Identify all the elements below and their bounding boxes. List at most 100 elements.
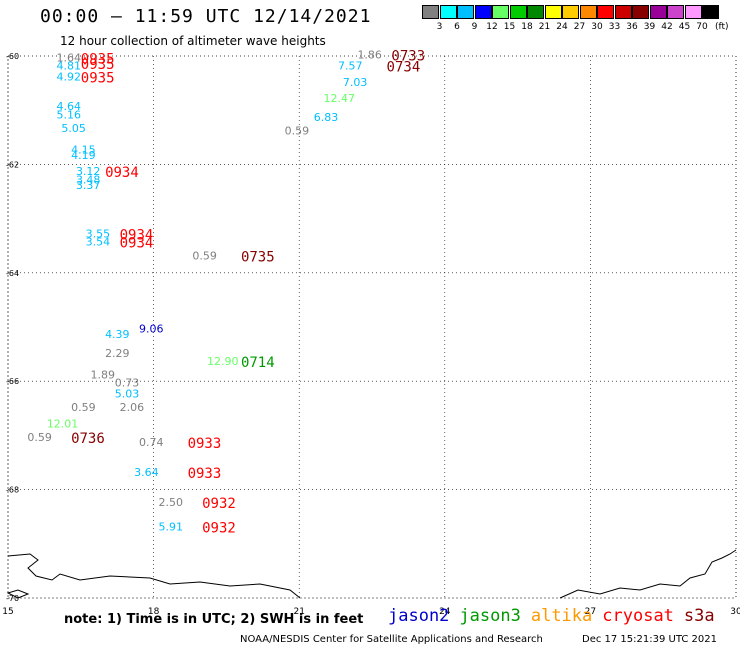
wave-height-label: 5.16 (57, 108, 82, 121)
wave-height-label: 1.89 (91, 368, 116, 381)
color-swatch (614, 5, 632, 19)
axis-tick-labels: 15 18 21 24 27 30 -60 -62 -64 -66 -68 -70 (2, 52, 740, 617)
y-tick-label-0: -60 (6, 52, 19, 61)
pass-time-label: 0934 (120, 228, 154, 244)
wave-height-label: 7.57 (338, 60, 363, 73)
wave-height-label: 4.64 (57, 100, 82, 113)
wave-height-label: 1.64 (57, 51, 82, 64)
pass-time-label: 0935 (81, 70, 115, 86)
wave-height-label: 12.47 (323, 92, 355, 105)
x-tick-label-1: 18 (148, 607, 160, 617)
color-scale-label: 15 (503, 22, 516, 32)
y-tick-label-1: -62 (6, 160, 19, 169)
pass-time-label: 0934 (105, 165, 139, 181)
pass-time-label: 0734 (387, 60, 421, 76)
coastline-west (7, 553, 301, 599)
wave-height-label: 12.01 (47, 417, 79, 430)
color-scale-label: 18 (521, 22, 533, 32)
wave-height-label: 1.86 (357, 49, 382, 62)
coastline (6, 549, 737, 599)
color-scale-label: 21 (538, 22, 551, 32)
color-swatch (544, 5, 562, 19)
wave-height-label: 2.50 (158, 496, 183, 509)
pass-time-label: 0736 (71, 431, 105, 447)
y-tick-label-4: -68 (6, 486, 19, 495)
color-swatch (649, 5, 667, 19)
color-swatch (492, 5, 509, 19)
wave-height-label: 2.06 (120, 401, 145, 414)
x-tick-label-0: 15 (2, 607, 13, 617)
color-scale-label: 70 (696, 22, 708, 32)
pass-time-label: 0932 (202, 520, 236, 536)
color-swatch (702, 5, 719, 19)
pass-time-label: 0934 (120, 236, 154, 252)
color-swatch (597, 5, 614, 19)
pass-time-label: 0935 (81, 51, 115, 67)
grid-lines (7, 55, 737, 599)
wave-height-label: 4.39 (105, 328, 130, 341)
color-swatch (684, 5, 702, 19)
color-scale-label: 39 (643, 22, 656, 32)
x-tick-label-3: 24 (439, 607, 451, 617)
wave-height-label: 0.59 (27, 431, 52, 444)
color-scale-label: 33 (608, 22, 621, 32)
color-swatch (562, 5, 579, 19)
pass-time-label: 0733 (391, 49, 425, 65)
color-swatch (439, 5, 457, 19)
data-labels: 1.644.814.92 4.645.165.05 4.154.19 3.123.48… (27, 49, 425, 537)
color-swatch (579, 5, 597, 19)
chart-title: 00:00 – 11:59 UTC 12/14/2021 (40, 6, 372, 27)
pass-time-label: 0933 (188, 436, 222, 452)
mission-jason2: jason2 (388, 606, 450, 626)
wave-height-label: 2.29 (105, 347, 130, 360)
pass-time-label: 0932 (202, 496, 236, 512)
wave-height-label: 3.37 (76, 179, 101, 192)
plot-frame (7, 55, 737, 599)
color-scale-label: 24 (556, 22, 568, 32)
wave-height-label: 6.83 (314, 111, 339, 124)
footer-timestamp: Dec 17 15:21:39 UTC 2021 (582, 634, 717, 645)
color-swatch (632, 5, 649, 19)
color-scale-label: 3 (436, 22, 443, 32)
color-scale-label: 27 (573, 22, 586, 32)
color-swatch (474, 5, 492, 19)
wave-height-label: 0.59 (192, 249, 217, 262)
wave-height-label: 4.15 (71, 144, 96, 157)
wave-height-label: 5.03 (115, 387, 140, 400)
y-tick-label-5: -70 (6, 594, 19, 603)
color-scale-label: 6 (454, 22, 460, 32)
pass-time-label: 0933 (188, 466, 222, 482)
mission-jason3: jason3 (459, 606, 521, 626)
color-scale-label: 45 (678, 22, 691, 32)
wave-height-label: 0.59 (285, 125, 310, 138)
wave-height-label: 3.54 (86, 236, 111, 249)
footer-credit: NOAA/NESDIS Center for Satellite Applica… (240, 634, 543, 645)
color-swatch (422, 5, 439, 19)
wave-height-label: 0.59 (71, 401, 96, 414)
color-scale-unit: (ft) (715, 22, 729, 32)
chart-subtitle: 12 hour collection of altimeter wave hei… (60, 34, 326, 48)
color-scale-label: 30 (591, 22, 603, 32)
wave-height-label: 5.91 (158, 520, 183, 533)
wave-height-label: 4.92 (57, 70, 82, 83)
color-swatch (527, 5, 544, 19)
wave-height-label: 3.48 (76, 173, 101, 186)
x-tick-label-4: 27 (585, 607, 596, 617)
wave-height-label: 0.73 (115, 377, 140, 390)
wave-height-label: 12.90 (207, 355, 239, 368)
mission-cryosat: cryosat (602, 606, 674, 626)
color-swatch (667, 5, 684, 19)
coastline-east (559, 549, 737, 599)
wave-height-label: 4.19 (71, 149, 96, 162)
pass-time-label: 0935 (81, 57, 115, 73)
wave-height-label: 3.64 (134, 466, 159, 479)
wave-height-label: 3.55 (86, 228, 111, 241)
color-scale-label: 9 (471, 22, 478, 32)
mission-altika: altika (530, 606, 593, 626)
wave-height-label: 3.12 (76, 165, 101, 178)
wave-height-label: 4.81 (57, 60, 82, 73)
wave-height-label: 5.05 (61, 122, 86, 135)
y-tick-label-2: -64 (6, 269, 19, 278)
wave-height-label: 0.74 (139, 436, 164, 449)
